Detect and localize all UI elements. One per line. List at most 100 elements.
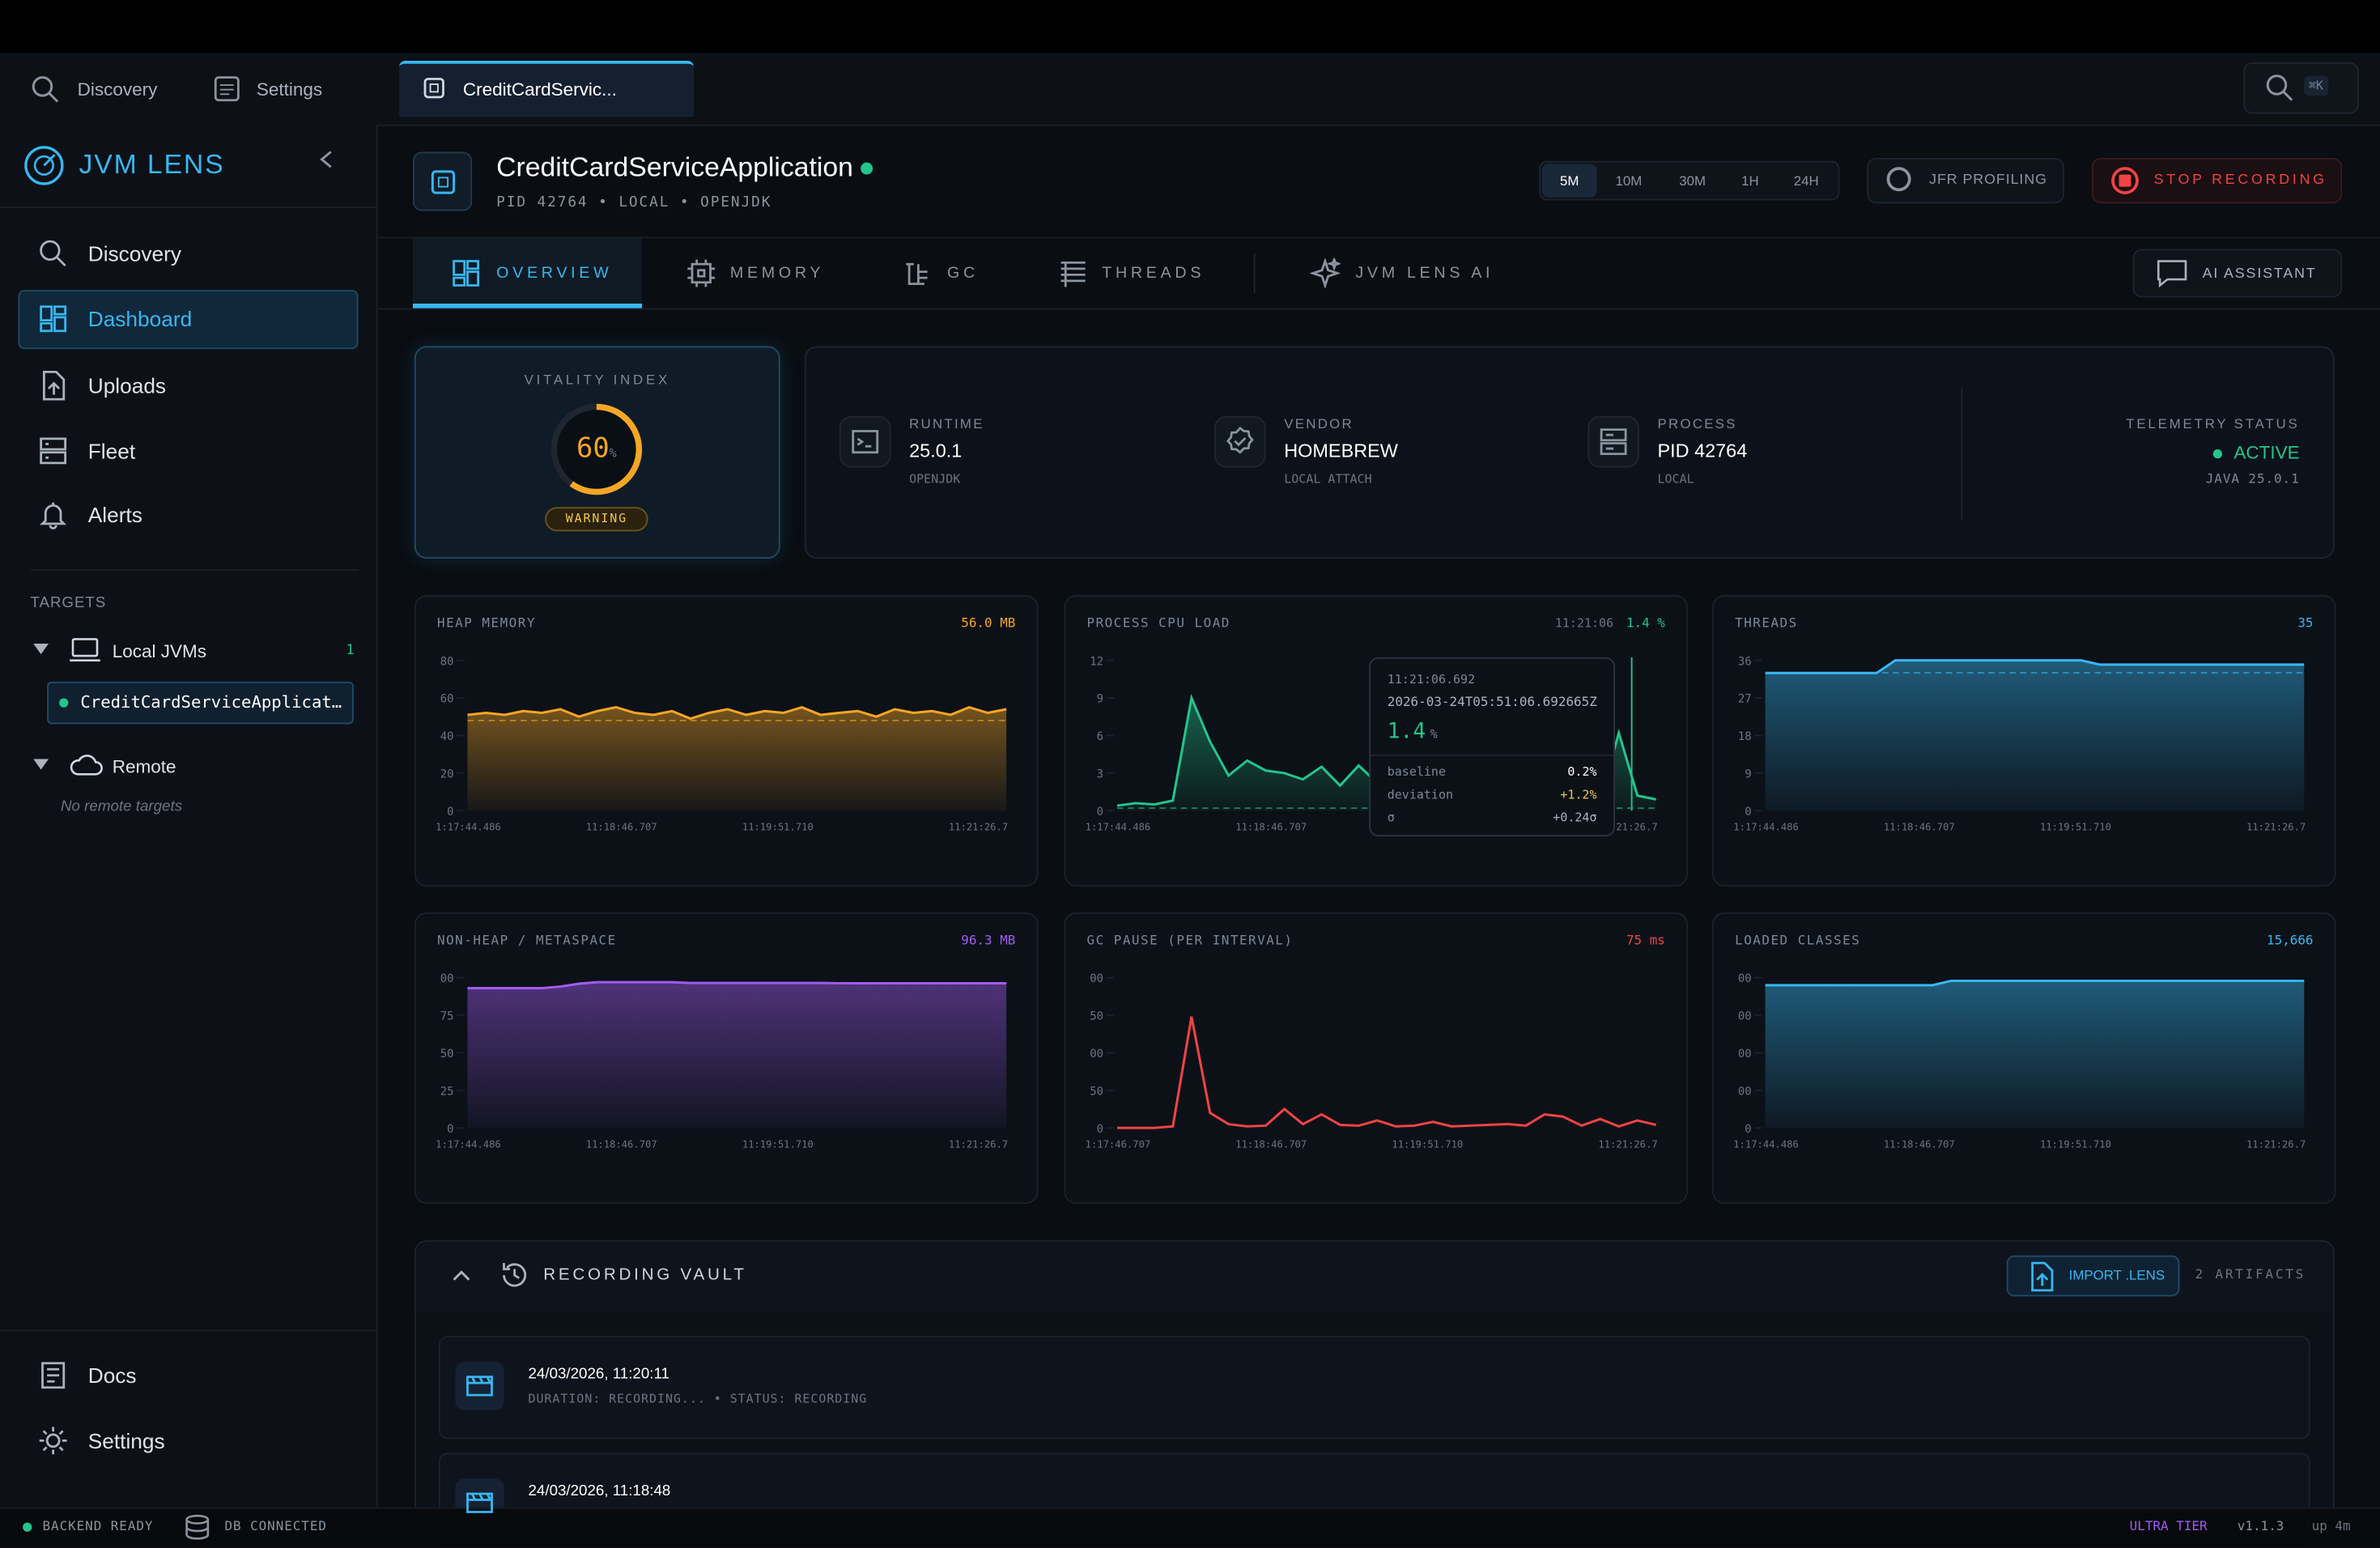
expand-caret[interactable]	[33, 644, 49, 656]
y-tick-label: 27	[1738, 693, 1752, 706]
tab-underline	[413, 304, 643, 308]
nav-item[interactable]: Dashboard	[87, 306, 193, 331]
artifact-count: 2 ARTIFACTS	[2195, 1267, 2306, 1283]
stop-label[interactable]: STOP RECORDING	[2153, 171, 2327, 189]
tab[interactable]: GC	[947, 264, 979, 283]
tab[interactable]: MEMORY	[729, 264, 825, 283]
top-tab[interactable]: Settings	[256, 79, 323, 100]
nav-item[interactable]: Uploads	[87, 373, 167, 398]
x-tick-label: 1:17:46.707	[1086, 1139, 1151, 1150]
chart-readout: 75 ms	[1626, 932, 1665, 947]
tab[interactable]: JVM LENS AI	[1355, 264, 1494, 283]
count: 1	[346, 644, 355, 659]
target-name[interactable]: CreditCardServiceApplicat…	[80, 692, 342, 712]
search-box[interactable]	[2243, 62, 2359, 114]
y-tick-label: 00	[1738, 1010, 1752, 1023]
telemetry-label: TELEMETRY STATUS	[2126, 415, 2300, 432]
jfr-toggle[interactable]	[1886, 167, 1911, 192]
x-tick-label: 11:18:46.707	[1884, 822, 1955, 833]
chart-readout: 56.0 MB	[961, 615, 1015, 630]
icon	[466, 1376, 493, 1397]
x-tick-label: 11:21:26.7	[2246, 1139, 2306, 1150]
range[interactable]: 10M	[1615, 172, 1643, 189]
y-tick-label: 50	[1090, 1010, 1103, 1023]
divider	[1371, 754, 1614, 756]
y-tick-label: 60	[440, 693, 454, 706]
icon-shape	[1226, 426, 1254, 454]
icon	[466, 1492, 493, 1513]
expand-caret[interactable]	[33, 759, 49, 772]
range[interactable]: 1H	[1741, 172, 1759, 189]
y-tick-label: 50	[440, 1048, 454, 1061]
chart-card	[1064, 912, 1688, 1204]
nav-item[interactable]: Fleet	[87, 438, 136, 463]
nav-item[interactable]: Discovery	[87, 241, 182, 266]
ai-label[interactable]: AI ASSISTANT	[2202, 266, 2317, 283]
icon-shape	[40, 502, 67, 529]
icon-shape	[453, 260, 480, 287]
line	[1765, 979, 2305, 987]
vault-row-item[interactable]	[438, 1336, 2310, 1440]
collapse-chevron[interactable]	[453, 1268, 471, 1283]
target-item[interactable]	[47, 681, 354, 725]
ai-button[interactable]	[2132, 249, 2343, 298]
tab[interactable]: THREADS	[1102, 264, 1205, 283]
nav-item[interactable]: Alerts	[87, 502, 142, 527]
nav-active	[18, 290, 359, 350]
row-sub: DURATION: RECORDING... • STATUS: RECORDI…	[528, 1392, 868, 1406]
telemetry-value: ACTIVE	[2212, 442, 2300, 463]
x-tick-label: 11:18:46.707	[1884, 1139, 1955, 1150]
app-icon-box	[413, 151, 473, 211]
tooltip-time: 11:21:06.692	[1387, 672, 1476, 687]
cpu-icon	[431, 170, 456, 194]
x-tick-label: 1:17:44.486	[1733, 1139, 1799, 1150]
range[interactable]: 30M	[1679, 172, 1706, 189]
top-tab[interactable]: CreditCardServic...	[462, 79, 617, 100]
x-tick-label: 1:17:44.486	[1733, 822, 1799, 833]
row-icon-box	[455, 1361, 504, 1410]
local-jvms[interactable]: Local JVMs	[112, 640, 207, 662]
range[interactable]: 24H	[1793, 172, 1819, 189]
active-tab[interactable]	[399, 61, 694, 117]
y-tick-label: 00	[1090, 1048, 1103, 1061]
db-status: DB CONNECTED	[224, 1519, 327, 1535]
tab-bar	[0, 53, 2380, 126]
info-icon-box	[839, 415, 891, 468]
remote[interactable]: Remote	[112, 755, 176, 777]
y-tick-label: 12	[1090, 655, 1103, 668]
vault-title: RECORDING VAULT	[543, 1265, 747, 1285]
top-tab[interactable]: Discovery	[77, 79, 158, 100]
icon-shape	[1600, 428, 1627, 456]
chart: THREADS 35 0 9 18 27 36 1:17:44.486 11:18:46.707…	[1733, 615, 2313, 833]
chart-readout: 15,666	[2267, 932, 2314, 947]
collapse-button[interactable]	[316, 149, 337, 170]
nav-item[interactable]: Settings	[87, 1428, 165, 1453]
db-icon	[185, 1514, 210, 1540]
tier: ULTRA TIER	[2129, 1519, 2208, 1535]
tooltip-date: 2026-03-24T05:51:06.692665Z	[1387, 695, 1597, 711]
cloud-icon	[70, 755, 103, 776]
icon-shape	[687, 259, 716, 287]
y-tick-label: 00	[440, 972, 454, 985]
status-dot	[59, 698, 69, 708]
icon-shape	[466, 1376, 493, 1397]
jfr-button[interactable]	[1867, 158, 2064, 204]
icon	[39, 1427, 67, 1455]
y-tick-label: 00	[1738, 1048, 1752, 1061]
y-tick-label: 00	[1090, 972, 1103, 985]
info-icon-box	[1214, 415, 1266, 468]
import-label[interactable]: IMPORT .LENS	[2068, 1267, 2165, 1283]
range[interactable]: 5M	[1560, 172, 1579, 189]
gauge-arc	[550, 403, 643, 495]
icon	[40, 305, 67, 333]
x-tick-label: 11:18:46.707	[586, 822, 657, 833]
icon	[453, 260, 480, 287]
jfr-label[interactable]: JFR PROFILING	[1929, 171, 2047, 189]
tab[interactable]: OVERVIEW	[496, 264, 613, 283]
stop-icon	[2111, 167, 2139, 194]
nav-item[interactable]: Docs	[87, 1363, 137, 1388]
icon-shape	[1310, 257, 1341, 289]
sidebar	[0, 124, 378, 1508]
icon	[687, 259, 716, 287]
